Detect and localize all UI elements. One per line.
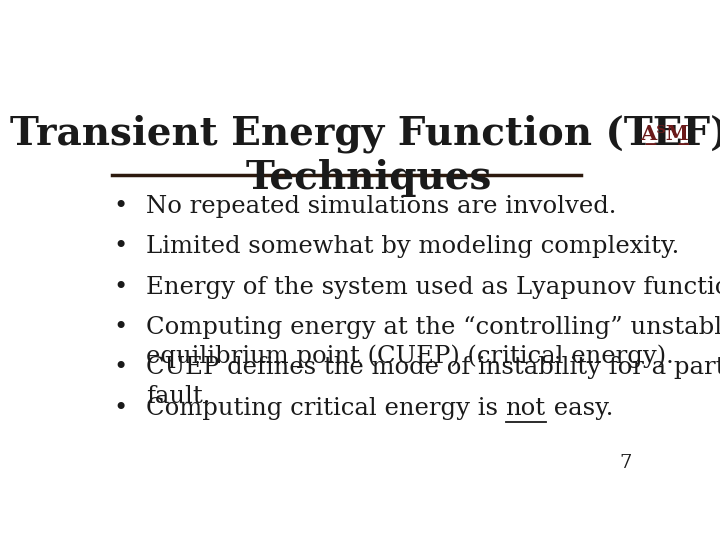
Text: not: not — [505, 396, 546, 420]
Text: CUEP defines the mode of instability for a particular
fault.: CUEP defines the mode of instability for… — [145, 356, 720, 408]
Text: Transient Energy Function (TEF)
Techniques: Transient Energy Function (TEF) Techniqu… — [9, 114, 720, 197]
Text: •: • — [114, 356, 128, 379]
Text: Limited somewhat by modeling complexity.: Limited somewhat by modeling complexity. — [145, 235, 679, 258]
Text: •: • — [114, 235, 128, 258]
Text: Computing energy at the “controlling” unstable
equilibrium point (CUEP) (critica: Computing energy at the “controlling” un… — [145, 316, 720, 368]
Text: •: • — [114, 275, 128, 299]
Text: No repeated simulations are involved.: No repeated simulations are involved. — [145, 195, 616, 218]
Text: •: • — [114, 396, 128, 420]
Text: 7: 7 — [619, 454, 631, 472]
Text: •: • — [114, 195, 128, 218]
Text: A̲ᵀM̲: A̲ᵀM̲ — [640, 125, 688, 145]
Text: easy.: easy. — [546, 396, 613, 420]
Text: Computing critical energy is: Computing critical energy is — [145, 396, 505, 420]
Text: •: • — [114, 316, 128, 339]
Text: Energy of the system used as Lyapunov function.: Energy of the system used as Lyapunov fu… — [145, 275, 720, 299]
